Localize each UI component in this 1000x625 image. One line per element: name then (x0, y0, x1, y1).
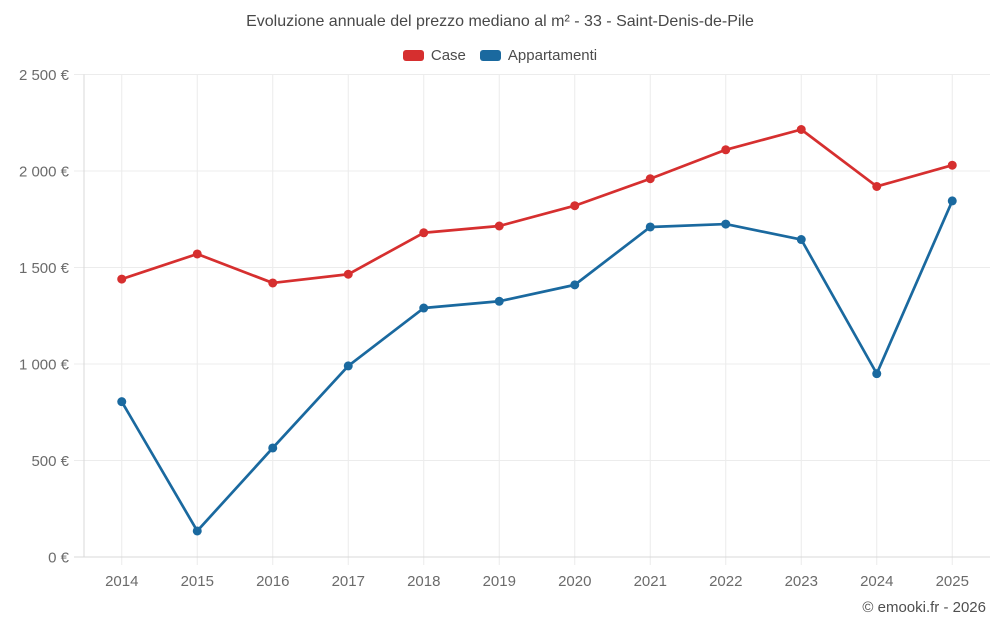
x-axis-tick-label: 2015 (181, 573, 214, 590)
data-point-case-2016 (268, 278, 278, 288)
y-axis-tick-label: 0 € (48, 550, 70, 567)
data-point-appartamenti-2016 (268, 443, 278, 453)
legend-label: Case (430, 47, 466, 64)
data-point-appartamenti-2020 (570, 280, 580, 290)
chart-title: Evoluzione annuale del prezzo mediano al… (246, 13, 754, 30)
y-axis-tick-label: 2 500 € (19, 67, 70, 84)
x-axis-tick-label: 2019 (483, 573, 516, 590)
data-point-appartamenti-2023 (796, 235, 806, 245)
data-point-case-2018 (419, 228, 429, 238)
y-axis-tick-label: 2 000 € (19, 164, 70, 181)
x-axis-tick-label: 2018 (407, 573, 440, 590)
x-axis-tick-label: 2021 (634, 573, 667, 590)
x-axis-tick-label: 2014 (105, 573, 138, 590)
x-axis-tick-label: 2025 (936, 573, 969, 590)
data-point-appartamenti-2021 (645, 222, 655, 232)
x-axis-tick-label: 2022 (709, 573, 742, 590)
legend-item-case[interactable]: Case (402, 47, 466, 64)
data-point-case-2019 (494, 221, 504, 231)
legend-item-appartamenti[interactable]: Appartamenti (479, 47, 598, 64)
x-axis-tick-label: 2024 (860, 573, 893, 590)
copyright-credit: © emooki.fr - 2026 (862, 599, 986, 616)
x-axis-tick-label: 2020 (558, 573, 591, 590)
data-point-appartamenti-2017 (343, 361, 353, 371)
x-axis-tick-label: 2023 (785, 573, 818, 590)
data-point-case-2014 (117, 274, 127, 284)
data-point-appartamenti-2014 (117, 397, 127, 407)
data-point-case-2025 (947, 160, 957, 170)
y-axis-tick-label: 500 € (31, 453, 69, 470)
series-line-appartamenti (120, 199, 954, 533)
data-point-appartamenti-2018 (419, 303, 429, 313)
data-point-case-2020 (570, 201, 580, 211)
x-axis-tick-label: 2017 (332, 573, 365, 590)
y-axis-tick-label: 1 000 € (19, 357, 70, 374)
data-point-case-2023 (796, 125, 806, 135)
data-point-case-2021 (645, 174, 655, 184)
legend-label: Appartamenti (507, 47, 598, 64)
data-point-case-2024 (872, 181, 882, 191)
data-point-appartamenti-2024 (872, 369, 882, 379)
data-point-appartamenti-2022 (721, 219, 731, 229)
legend-swatch-case (402, 50, 424, 61)
data-point-appartamenti-2025 (947, 196, 957, 206)
x-axis-tick-label: 2016 (256, 573, 289, 590)
data-point-appartamenti-2019 (494, 296, 504, 306)
chart-legend: Case Appartamenti (0, 47, 1000, 64)
data-point-case-2017 (343, 269, 353, 279)
data-point-case-2022 (721, 145, 731, 155)
y-axis-tick-label: 1 500 € (19, 260, 70, 277)
data-point-case-2015 (192, 249, 202, 259)
data-point-appartamenti-2015 (192, 526, 202, 536)
series-line-case (120, 128, 954, 285)
legend-swatch-appartamenti (479, 50, 501, 61)
